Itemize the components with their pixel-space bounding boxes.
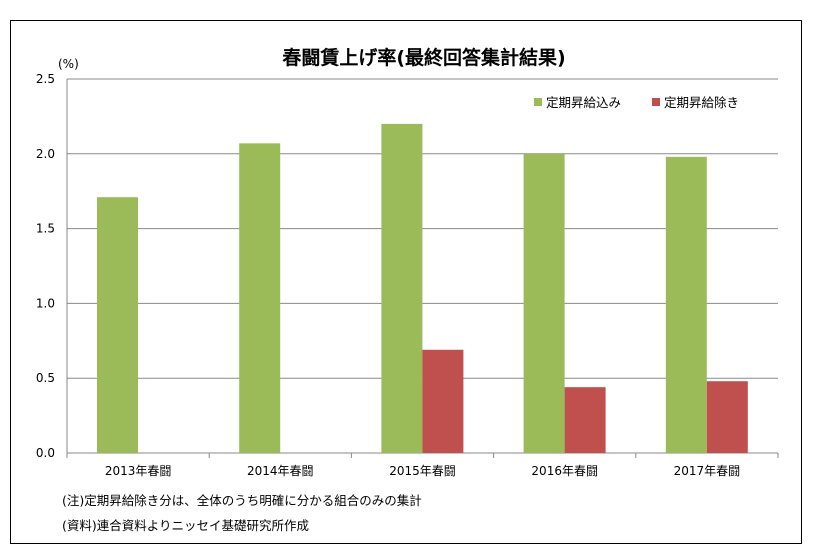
x-tick-labels: 2013年春闘 2014年春闘 2015年春闘 2016年春闘 2017年春闘 <box>105 464 740 478</box>
legend-label: 定期昇給除き <box>664 95 739 110</box>
source-note: (資料)連合資料よりニッセイ基礎研究所作成 <box>62 518 310 533</box>
legend: 定期昇給込み 定期昇給除き <box>534 95 739 110</box>
bar-incl-2 <box>381 123 423 453</box>
bar-incl-0 <box>97 197 138 453</box>
legend-swatch <box>534 98 542 106</box>
chart-title: 春闘賃上げ率(最終回答集計結果) <box>282 46 565 69</box>
y-tick-labels: 0.0 0.5 1.0 1.5 2.0 2.5 <box>36 72 55 460</box>
y-tick-label: 0.5 <box>36 371 55 385</box>
y-tick-label: 0.0 <box>36 446 55 460</box>
legend-label: 定期昇給込み <box>546 95 621 110</box>
y-tick-label: 2.5 <box>36 72 55 86</box>
y-tick-label: 1.0 <box>36 296 55 310</box>
bar-excl-2 <box>422 349 464 453</box>
bar-incl-4 <box>665 156 707 454</box>
bar-incl-3 <box>523 153 565 454</box>
chart-frame <box>10 20 802 544</box>
x-tick-label: 2014年春闘 <box>247 464 314 478</box>
x-tick-label: 2015年春闘 <box>389 464 456 478</box>
gridlines <box>66 78 779 458</box>
bar-incl-1 <box>239 143 281 453</box>
footnote: (注)定期昇給除き分は、全体のうち明確に分かる組合のみの集計 <box>62 493 422 508</box>
y-tick-label: 1.5 <box>36 222 55 236</box>
x-tick-label: 2016年春闘 <box>531 464 598 478</box>
y-unit-label: (%) <box>58 57 79 71</box>
y-tick-label: 2.0 <box>36 147 55 161</box>
bar-excl-3 <box>564 387 606 453</box>
bar-excl-4 <box>706 381 748 453</box>
x-tick-label: 2013年春闘 <box>105 464 172 478</box>
x-tick-label: 2017年春闘 <box>674 464 741 478</box>
legend-swatch <box>652 98 660 106</box>
bars <box>97 123 748 454</box>
